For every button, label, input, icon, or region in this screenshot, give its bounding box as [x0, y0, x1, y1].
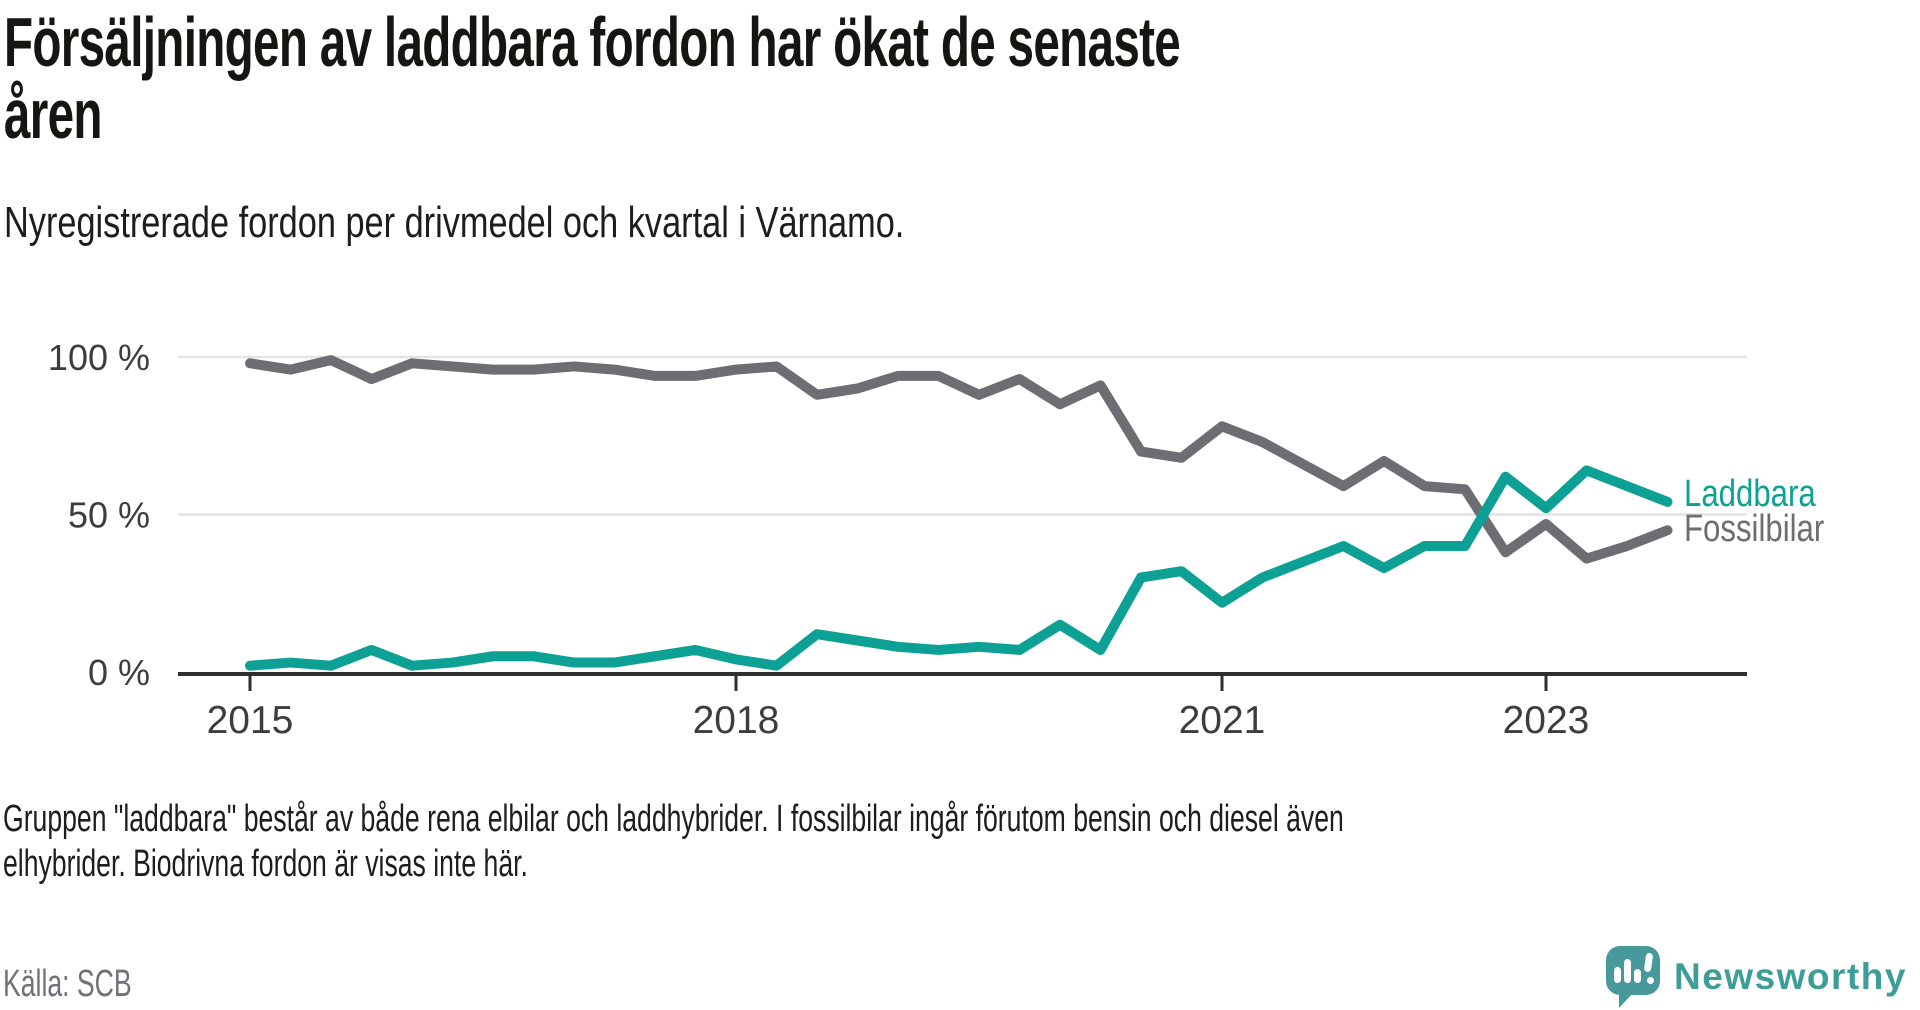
chart-footnote: Gruppen "laddbara" består av både rena e…	[3, 797, 1344, 887]
chart-footnote-line1: Gruppen "laddbara" består av både rena e…	[3, 798, 1344, 840]
series-line-fossilbilar	[245, 355, 1673, 564]
newsworthy-logo-text: Newsworthy	[1674, 956, 1907, 997]
chart-footnote-line2: elhybrider. Biodrivna fordon är visas in…	[3, 843, 528, 885]
x-tick-label: 2021	[1179, 699, 1266, 742]
logo-exclamation-dot-icon	[1646, 976, 1655, 985]
y-tick-label: 50 %	[68, 495, 150, 536]
logo-speech-tail-icon	[1619, 992, 1634, 1008]
logo-exclamation-icon	[1643, 952, 1654, 973]
logo-chart-bar-icon	[1614, 967, 1621, 983]
newsworthy-logo-icon	[1606, 946, 1660, 995]
page-title: Försäljningen av laddbara fordon har öka…	[4, 3, 1181, 153]
logo-chart-bar-icon	[1624, 959, 1631, 983]
chart-subtitle: Nyregistrerade fordon per drivmedel och …	[4, 198, 905, 247]
legend-label-fossilbilar: Fossilbilar	[1684, 508, 1825, 550]
newsworthy-logo: Newsworthy	[1606, 946, 1920, 1010]
x-tick-label: 2015	[207, 699, 294, 742]
page-title-line2: åren	[4, 75, 103, 153]
y-tick-label: 100 %	[48, 337, 150, 378]
x-tick-label: 2023	[1503, 699, 1590, 742]
logo-chart-bar-icon	[1634, 969, 1641, 983]
legend-label-laddbara: Laddbara	[1684, 473, 1816, 515]
x-tick-label: 2018	[693, 699, 780, 742]
series-line-laddbara	[245, 465, 1673, 671]
page-title-line1: Försäljningen av laddbara fordon har öka…	[4, 3, 1181, 81]
y-tick-label: 0 %	[88, 652, 150, 693]
source-credit: Källa: SCB	[3, 963, 132, 1005]
